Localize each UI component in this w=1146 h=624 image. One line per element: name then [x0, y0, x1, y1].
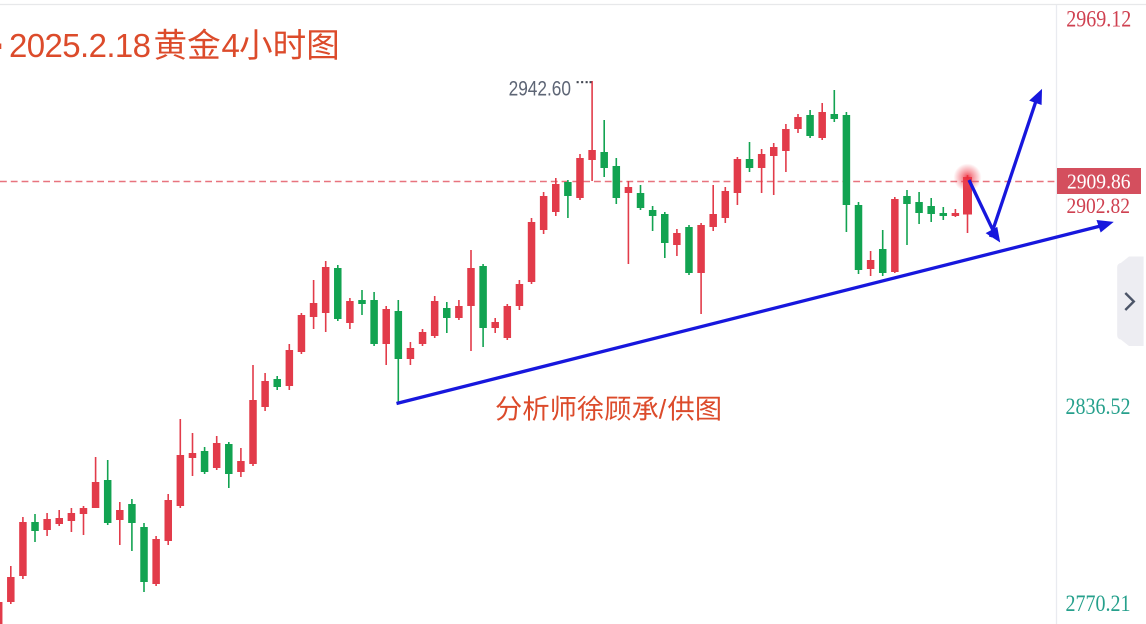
- svg-text:4: 4: [222, 27, 240, 64]
- svg-text:/: /: [659, 395, 667, 425]
- svg-text:2836.52: 2836.52: [1066, 394, 1131, 419]
- svg-text:2025.2.18: 2025.2.18: [9, 27, 150, 64]
- svg-text:2902.82: 2902.82: [1067, 193, 1131, 218]
- svg-text:2770.21: 2770.21: [1066, 591, 1131, 616]
- svg-text:2969.12: 2969.12: [1066, 6, 1131, 31]
- svg-text:2942.60: 2942.60: [509, 78, 571, 101]
- svg-text:2909.86: 2909.86: [1067, 169, 1131, 193]
